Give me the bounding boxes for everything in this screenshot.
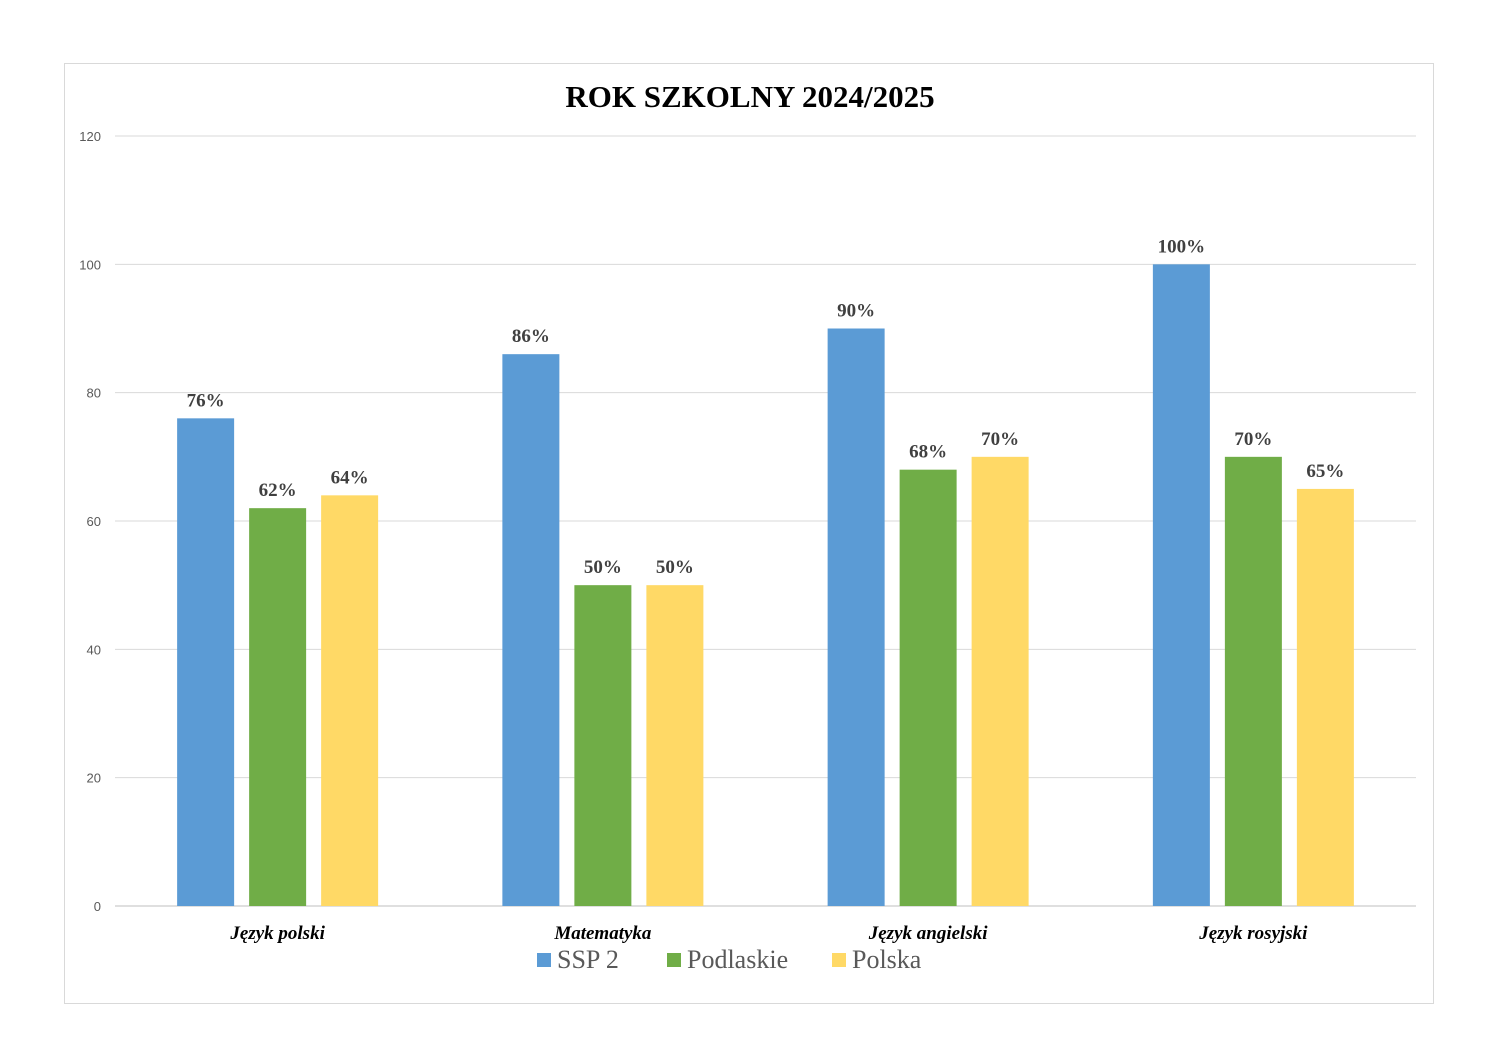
x-tick-label: Język angielski bbox=[868, 923, 988, 944]
bar bbox=[899, 469, 957, 906]
legend-label: Polska bbox=[852, 945, 922, 974]
data-label: 100% bbox=[1158, 236, 1206, 257]
bar bbox=[249, 508, 307, 906]
data-label: 86% bbox=[512, 326, 550, 347]
data-label: 64% bbox=[331, 467, 369, 488]
bar-chart: ROK SZKOLNY 2024/2025 0 20 40 60 80 100 120 76… bbox=[79, 79, 1416, 974]
bar bbox=[646, 585, 704, 906]
data-label: 70% bbox=[981, 429, 1019, 450]
data-label: 70% bbox=[1234, 429, 1272, 450]
y-tick-label: 20 bbox=[87, 771, 101, 786]
data-label: 62% bbox=[259, 480, 297, 501]
bars bbox=[177, 264, 1354, 907]
legend: SSP 2 Podlaskie Polska bbox=[537, 945, 922, 974]
data-labels: 76% 62% 64% 86% 50% 50% 90% 68% 70% 100% 70% 65% bbox=[187, 236, 1345, 578]
y-tick-label: 120 bbox=[79, 129, 101, 144]
chart-frame: ROK SZKOLNY 2024/2025 0 20 40 60 80 100 120 76… bbox=[64, 63, 1434, 1004]
bar bbox=[971, 456, 1029, 906]
legend-label: SSP 2 bbox=[557, 945, 619, 974]
bar bbox=[1152, 264, 1210, 906]
legend-label: Podlaskie bbox=[687, 945, 788, 974]
y-tick-label: 0 bbox=[94, 899, 101, 914]
bar bbox=[502, 354, 560, 907]
gridlines bbox=[115, 135, 1416, 907]
bar bbox=[574, 585, 632, 906]
data-label: 90% bbox=[837, 301, 875, 322]
legend-swatch bbox=[537, 953, 551, 967]
y-tick-label: 80 bbox=[87, 386, 101, 401]
chart-title: ROK SZKOLNY 2024/2025 bbox=[565, 79, 934, 114]
y-tick-label: 60 bbox=[87, 514, 101, 529]
bar bbox=[827, 328, 885, 906]
x-tick-label: Język rosyjski bbox=[1198, 923, 1308, 944]
legend-swatch bbox=[832, 953, 846, 967]
x-tick-label: Język polski bbox=[229, 923, 325, 944]
y-tick-label: 100 bbox=[79, 257, 101, 272]
data-label: 50% bbox=[584, 557, 622, 578]
data-label: 76% bbox=[187, 390, 225, 411]
y-axis: 0 20 40 60 80 100 120 bbox=[79, 129, 101, 914]
x-axis: Język polski Matematyka Język angielski Jęz… bbox=[229, 923, 1308, 944]
legend-swatch bbox=[667, 953, 681, 967]
y-tick-label: 40 bbox=[87, 642, 101, 657]
bar bbox=[321, 495, 379, 906]
data-label: 65% bbox=[1306, 461, 1344, 482]
bar bbox=[1296, 488, 1354, 906]
data-label: 50% bbox=[656, 557, 694, 578]
x-tick-label: Matematyka bbox=[553, 923, 652, 944]
data-label: 68% bbox=[909, 442, 947, 463]
bar bbox=[1224, 456, 1282, 906]
bar bbox=[177, 418, 235, 906]
